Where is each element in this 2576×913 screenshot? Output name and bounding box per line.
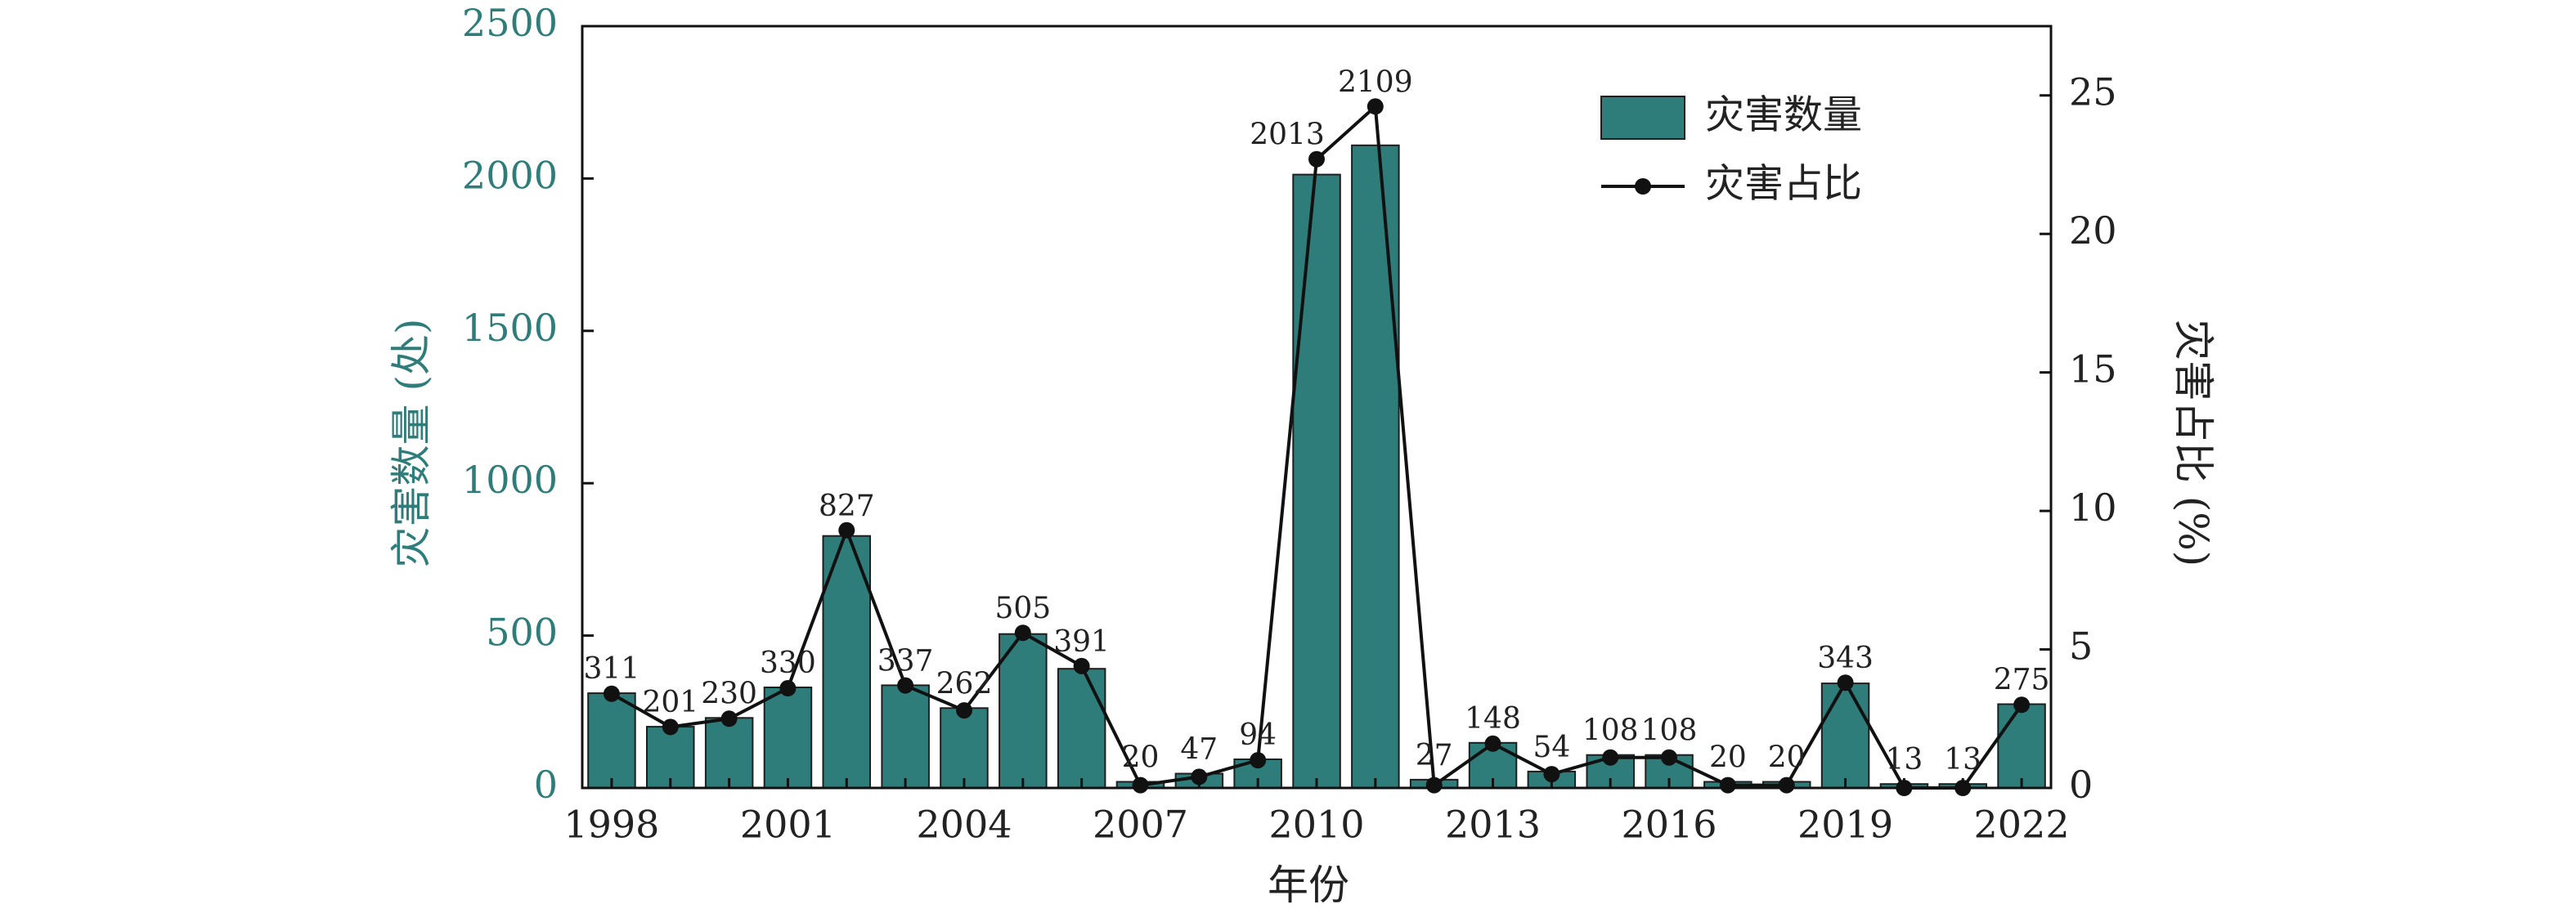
data-label-2019: 343 <box>1817 642 1874 675</box>
line-point-2010 <box>1308 150 1325 168</box>
bar-2000 <box>704 717 754 789</box>
legend: 灾害数量 灾害占比 <box>1600 92 1862 207</box>
data-label-2011: 2109 <box>1338 65 1413 99</box>
legend-line-marker <box>1635 178 1651 195</box>
bar-2006 <box>1057 668 1106 790</box>
data-label-2009: 94 <box>1239 718 1277 752</box>
x-tick-label-1998: 1998 <box>563 802 659 846</box>
y-tick-label-right-20: 20 <box>2069 208 2117 253</box>
line-point-2005 <box>1014 624 1031 642</box>
bar-2011 <box>1351 144 1400 790</box>
x-tick-label-2013: 2013 <box>1445 802 1541 846</box>
x-tick-label-2007: 2007 <box>1093 802 1188 846</box>
line-point-2006 <box>1073 657 1090 674</box>
bar-2022 <box>1997 703 2046 789</box>
data-label-2005: 505 <box>994 592 1051 625</box>
y-tick-label-right-25: 25 <box>2069 70 2117 114</box>
bar-2001 <box>763 687 813 789</box>
data-label-2002: 827 <box>819 490 875 523</box>
y-tick-label-left-2000: 2000 <box>462 153 558 197</box>
y-axis-title-left: 灾害数量 (处) <box>388 319 435 568</box>
data-label-2012: 27 <box>1416 739 1453 772</box>
line-point-2004 <box>956 702 972 719</box>
y-tick-label-left-500: 500 <box>486 611 558 655</box>
line-point-2003 <box>897 677 914 694</box>
y-tick-label-left-1500: 1500 <box>462 306 558 350</box>
line-point-2015 <box>1602 749 1619 766</box>
data-label-2001: 330 <box>760 647 816 680</box>
line-point-1999 <box>662 718 679 736</box>
data-label-2004: 262 <box>936 667 993 700</box>
bar-2004 <box>940 707 989 789</box>
data-label-2013: 148 <box>1465 702 1521 736</box>
legend-bar-swatch <box>1600 96 1685 140</box>
line-point-2014 <box>1543 766 1560 783</box>
bar-series-group <box>587 144 2046 790</box>
data-label-1998: 311 <box>584 652 640 686</box>
x-tick-label-2004: 2004 <box>916 802 1012 846</box>
y-tick-label-right-15: 15 <box>2069 347 2117 392</box>
data-label-2017: 20 <box>1709 741 1747 775</box>
data-label-2022: 275 <box>1994 664 2050 697</box>
x-tick-label-2010: 2010 <box>1268 802 1364 846</box>
y-tick-label-left-0: 0 <box>534 763 558 807</box>
line-point-2000 <box>720 710 738 727</box>
line-point-2009 <box>1250 752 1267 769</box>
bar-1998 <box>587 692 636 789</box>
y-tick-label-left-1000: 1000 <box>462 458 558 502</box>
line-point-2019 <box>1837 674 1854 691</box>
data-label-2018: 20 <box>1768 741 1806 775</box>
data-label-2014: 54 <box>1533 731 1570 764</box>
line-point-2013 <box>1484 735 1501 752</box>
bar-2003 <box>881 684 930 790</box>
legend-label-bar: 灾害数量 <box>1705 92 1862 138</box>
x-tick-label-2022: 2022 <box>1974 802 2070 846</box>
line-point-2011 <box>1367 98 1384 115</box>
bar-2002 <box>822 535 871 789</box>
x-axis-title: 年份 <box>1268 862 1349 909</box>
data-label-2003: 337 <box>877 644 934 678</box>
x-tick-label-2016: 2016 <box>1622 802 1717 846</box>
x-tick-label-2001: 2001 <box>740 802 836 846</box>
y-axis-title-right: 灾害占比 (%) <box>2170 320 2217 566</box>
x-tick-label-2019: 2019 <box>1797 802 1893 846</box>
data-label-2020: 13 <box>1885 743 1923 776</box>
line-point-2016 <box>1661 749 1677 766</box>
line-point-2008 <box>1191 768 1208 785</box>
bar-1999 <box>646 726 695 789</box>
data-label-2021: 13 <box>1944 743 1981 776</box>
line-point-2022 <box>2013 696 2031 714</box>
y-tick-label-left-2500: 2500 <box>462 1 558 45</box>
data-label-2008: 47 <box>1180 733 1218 767</box>
line-point-2001 <box>779 680 797 696</box>
line-point-1998 <box>603 685 620 702</box>
data-label-2016: 108 <box>1641 714 1698 748</box>
y-tick-label-right-0: 0 <box>2069 763 2093 807</box>
data-label-1999: 201 <box>642 686 698 719</box>
bar-2010 <box>1292 173 1341 790</box>
data-label-2000: 230 <box>701 677 757 710</box>
line-point-2002 <box>838 521 855 539</box>
y-tick-label-right-5: 5 <box>2069 624 2093 669</box>
bar-2019 <box>1820 683 1870 789</box>
legend-label-line: 灾害占比 <box>1705 161 1862 207</box>
data-label-2010: 2013 <box>1250 119 1325 152</box>
data-label-2015: 108 <box>1582 714 1639 748</box>
y-tick-label-right-10: 10 <box>2069 486 2117 530</box>
axes-group: 0 500 1000 1500 2000 2500 0 5 10 15 20 25 1998 2001 20… <box>462 1 2117 846</box>
data-label-2007: 20 <box>1122 741 1160 775</box>
data-label-2006: 391 <box>1053 625 1110 659</box>
